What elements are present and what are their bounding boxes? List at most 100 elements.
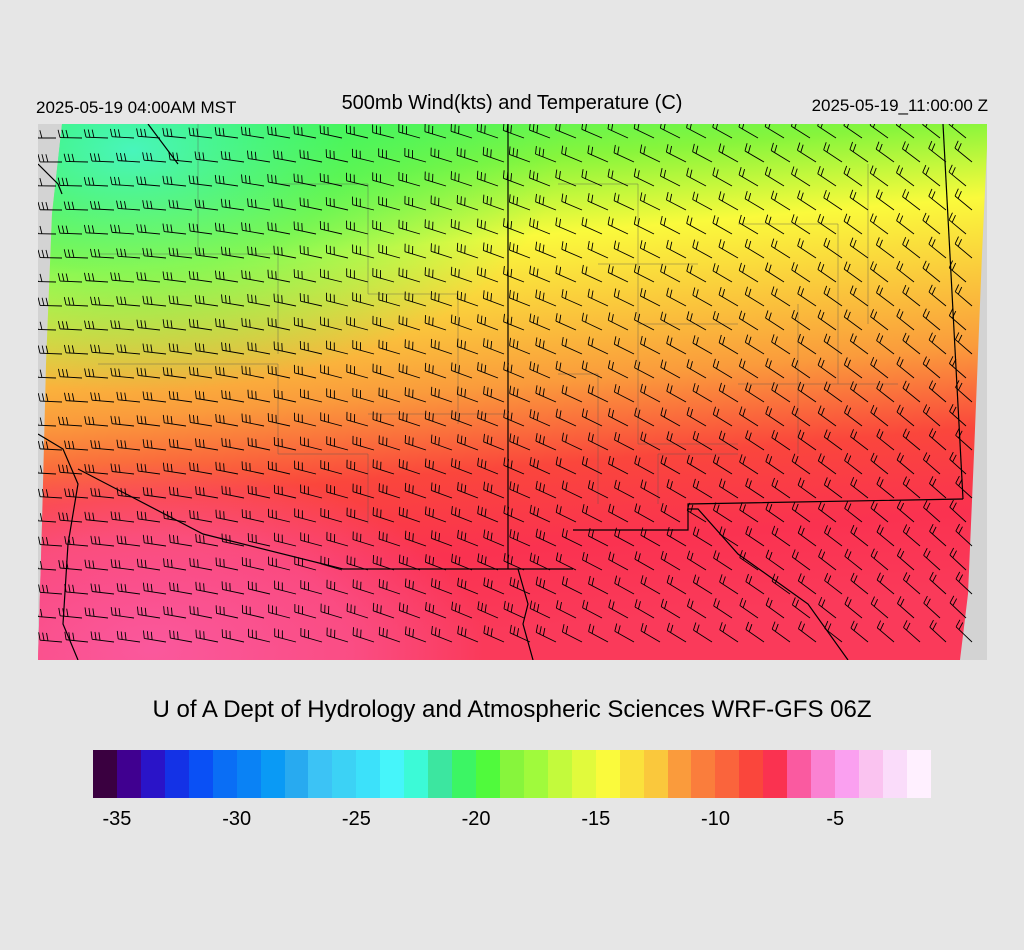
wind-barb (195, 533, 219, 547)
wind-barb (142, 295, 167, 307)
wind-barb (451, 505, 473, 523)
wind-barb (949, 499, 967, 523)
wind-barb (870, 404, 889, 427)
wind-barb (770, 142, 791, 163)
wind-barb (274, 532, 297, 547)
wind-barb (430, 530, 453, 547)
wind-barb (294, 556, 317, 571)
wind-barb (38, 321, 57, 331)
wind-barb (922, 164, 941, 187)
wind-barb (922, 260, 941, 283)
wind-barb (692, 526, 713, 547)
wind-barb (718, 143, 739, 163)
wind-barb (352, 579, 375, 595)
colorbar-swatch (739, 750, 764, 798)
wind-barb (640, 479, 661, 499)
wind-barb (823, 429, 843, 451)
wind-barb (640, 623, 661, 643)
wind-barb (90, 487, 115, 499)
wind-barb (267, 317, 291, 331)
wind-barb (430, 195, 453, 211)
wind-barb (503, 313, 525, 331)
wind-barb (581, 408, 603, 427)
wind-barb (561, 336, 583, 355)
wind-barb (660, 455, 681, 475)
wind-barb (58, 416, 83, 427)
wind-barb (765, 358, 785, 379)
wind-barb (110, 367, 135, 379)
wind-barb (739, 406, 759, 427)
wind-barb (482, 242, 505, 259)
wind-barb (561, 480, 583, 499)
wind-barb (849, 189, 869, 211)
wind-barb (954, 332, 973, 355)
wind-barb (771, 525, 791, 547)
wind-barb (352, 483, 375, 499)
wind-barb (712, 215, 733, 235)
wind-barb (529, 361, 551, 379)
wind-barb (692, 191, 713, 211)
wind-barb (346, 411, 369, 427)
wind-barb (843, 261, 863, 283)
border-nm-tx (573, 508, 849, 660)
wind-barb (902, 284, 921, 307)
wind-barb (902, 332, 921, 355)
wind-barb (535, 145, 557, 163)
wind-barb (398, 219, 421, 235)
wind-barb (955, 571, 973, 595)
wind-barb (503, 505, 525, 523)
wind-barb (352, 435, 375, 451)
colorbar-swatch (404, 750, 429, 798)
wind-barb (273, 341, 297, 355)
wind-barb (561, 145, 583, 163)
wind-barb (614, 479, 635, 499)
wind-barb (738, 124, 759, 139)
wind-barb (771, 429, 791, 451)
wind-barb (294, 508, 317, 523)
wind-barb (220, 246, 245, 259)
wind-barb (168, 390, 193, 403)
wind-barb (89, 248, 115, 259)
border-mex-tx (517, 568, 534, 660)
wind-barb (633, 216, 655, 235)
wind-barb (372, 268, 395, 283)
wind-barb (607, 408, 629, 427)
wind-barb (320, 316, 343, 331)
wind-barb (718, 382, 739, 403)
colorbar-swatch (523, 750, 548, 798)
wind-barb (686, 215, 707, 235)
wind-barb (509, 481, 531, 499)
wind-barb (116, 296, 141, 307)
wind-barb (482, 146, 505, 163)
wind-barb (38, 561, 57, 571)
wind-barb (162, 127, 187, 139)
wind-barb (300, 532, 323, 547)
wind-barb (168, 438, 193, 451)
wind-barb (267, 126, 291, 139)
wind-barb (345, 124, 369, 139)
wind-barb (194, 342, 219, 355)
wind-barb (876, 476, 895, 499)
wind-barb (451, 553, 473, 571)
wind-barb (738, 167, 759, 187)
wind-barb (136, 558, 161, 571)
wind-barb (450, 218, 473, 235)
wind-barb (719, 622, 739, 643)
wind-barb (456, 434, 479, 451)
wind-barb (162, 223, 187, 235)
wind-barb (90, 296, 115, 307)
colorbar-swatch (452, 750, 476, 798)
wind-barb (241, 413, 265, 427)
wind-barb (424, 124, 447, 139)
wind-barb (84, 607, 109, 619)
county-line (738, 223, 839, 384)
wind-barb (614, 527, 635, 547)
wind-barb (221, 629, 245, 643)
wind-barb (299, 388, 323, 403)
wind-barb (843, 309, 863, 331)
wind-barb (294, 412, 317, 427)
wind-barb (38, 584, 63, 595)
wind-barb (744, 286, 765, 307)
wind-barb (587, 240, 609, 259)
wind-barb (555, 313, 577, 331)
